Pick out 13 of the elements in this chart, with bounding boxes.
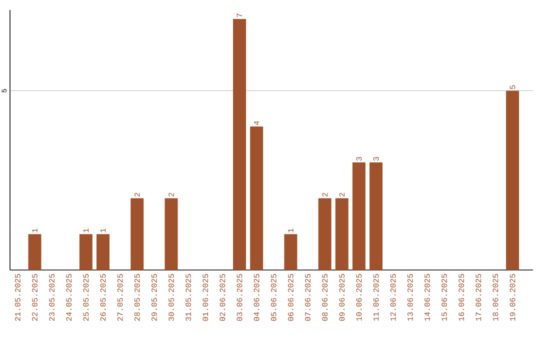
bar [352, 162, 366, 270]
bar [233, 18, 246, 270]
bar [250, 126, 264, 270]
bar [318, 198, 332, 270]
bar [96, 234, 110, 270]
bar [284, 234, 298, 270]
bar [335, 198, 348, 270]
bar [506, 90, 520, 270]
bar [164, 198, 178, 270]
bar [370, 162, 383, 270]
bar [130, 198, 144, 270]
bar [28, 234, 42, 270]
bar [79, 234, 92, 270]
